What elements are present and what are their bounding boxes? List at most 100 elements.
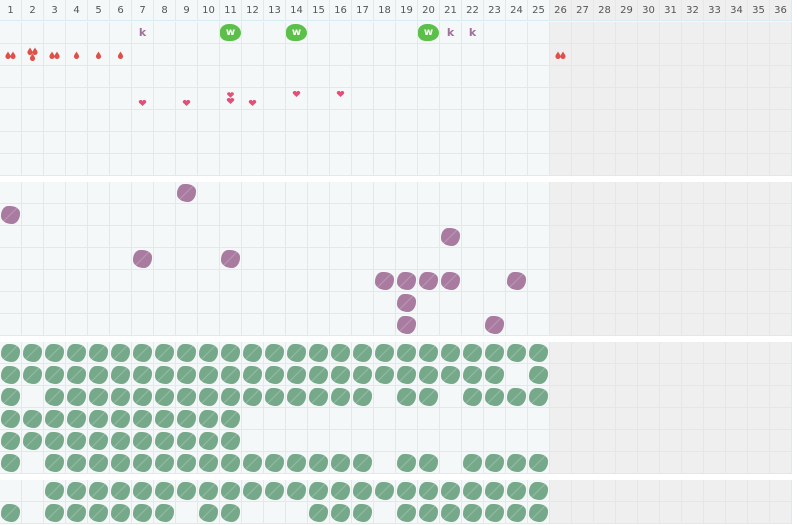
grid-cell[interactable] xyxy=(616,66,638,88)
grid-cell[interactable] xyxy=(132,22,154,44)
grid-item[interactable] xyxy=(66,386,87,407)
column-header-16[interactable]: 16 xyxy=(330,0,352,21)
grid-cell[interactable] xyxy=(572,502,594,524)
grid-cell[interactable] xyxy=(682,430,704,452)
grid-cell[interactable] xyxy=(198,22,220,44)
grid-cell[interactable] xyxy=(22,452,44,474)
grid-cell[interactable] xyxy=(572,226,594,248)
grid-cell[interactable] xyxy=(594,154,616,176)
grid-cell[interactable] xyxy=(396,430,418,452)
grid-cell[interactable] xyxy=(242,132,264,154)
grid-item[interactable] xyxy=(286,88,307,109)
column-header-26[interactable]: 26 xyxy=(550,0,572,21)
grid-item[interactable] xyxy=(110,386,131,407)
grid-item[interactable]: k xyxy=(132,22,153,43)
grid-item[interactable] xyxy=(484,386,505,407)
column-header-9[interactable]: 9 xyxy=(176,0,198,21)
grid-cell[interactable] xyxy=(242,248,264,270)
grid-cell[interactable] xyxy=(682,226,704,248)
grid-item[interactable] xyxy=(0,408,21,429)
grid-cell[interactable] xyxy=(220,66,242,88)
grid-cell[interactable] xyxy=(550,88,572,110)
grid-item[interactable] xyxy=(396,386,417,407)
grid-cell[interactable] xyxy=(550,204,572,226)
grid-cell[interactable] xyxy=(572,204,594,226)
grid-cell[interactable] xyxy=(374,44,396,66)
grid-cell[interactable] xyxy=(660,480,682,502)
grid-cell[interactable] xyxy=(242,88,264,110)
grid-cell[interactable] xyxy=(704,66,726,88)
grid-item[interactable] xyxy=(0,44,21,65)
grid-cell[interactable] xyxy=(638,132,660,154)
grid-cell[interactable] xyxy=(44,204,66,226)
grid-cell[interactable] xyxy=(506,44,528,66)
grid-cell[interactable] xyxy=(176,292,198,314)
grid-cell[interactable] xyxy=(308,314,330,336)
grid-cell[interactable] xyxy=(242,182,264,204)
grid-cell[interactable] xyxy=(770,88,792,110)
grid-item[interactable] xyxy=(440,226,461,247)
grid-item[interactable] xyxy=(550,44,571,65)
grid-item[interactable] xyxy=(330,480,351,501)
grid-cell[interactable] xyxy=(704,292,726,314)
grid-item[interactable] xyxy=(352,502,373,523)
grid-cell[interactable] xyxy=(110,314,132,336)
grid-item[interactable] xyxy=(176,342,197,363)
column-header-7[interactable]: 7 xyxy=(132,0,154,21)
grid-item[interactable] xyxy=(286,386,307,407)
grid-cell[interactable] xyxy=(726,154,748,176)
grid-item[interactable] xyxy=(330,342,351,363)
grid-cell[interactable] xyxy=(704,248,726,270)
grid-cell[interactable] xyxy=(418,292,440,314)
grid-cell[interactable] xyxy=(616,452,638,474)
grid-item[interactable] xyxy=(286,452,307,473)
grid-cell[interactable] xyxy=(308,132,330,154)
grid-cell[interactable] xyxy=(484,44,506,66)
grid-cell[interactable] xyxy=(330,66,352,88)
grid-cell[interactable] xyxy=(528,408,550,430)
grid-item[interactable] xyxy=(66,364,87,385)
grid-item[interactable] xyxy=(0,342,21,363)
grid-cell[interactable] xyxy=(242,66,264,88)
column-header-36[interactable]: 36 xyxy=(770,0,792,21)
grid-cell[interactable] xyxy=(616,430,638,452)
grid-cell[interactable] xyxy=(0,480,22,502)
grid-cell[interactable] xyxy=(528,110,550,132)
grid-cell[interactable] xyxy=(88,182,110,204)
grid-cell[interactable] xyxy=(638,248,660,270)
grid-cell[interactable] xyxy=(660,386,682,408)
grid-item[interactable] xyxy=(484,480,505,501)
grid-cell[interactable] xyxy=(528,88,550,110)
grid-cell[interactable] xyxy=(770,502,792,524)
grid-cell[interactable] xyxy=(506,132,528,154)
grid-cell[interactable] xyxy=(352,154,374,176)
grid-cell[interactable] xyxy=(682,154,704,176)
grid-cell[interactable] xyxy=(176,66,198,88)
grid-cell[interactable] xyxy=(770,204,792,226)
grid-cell[interactable] xyxy=(704,342,726,364)
grid-item[interactable] xyxy=(88,386,109,407)
grid-cell[interactable] xyxy=(682,132,704,154)
grid-cell[interactable] xyxy=(22,248,44,270)
column-header-30[interactable]: 30 xyxy=(638,0,660,21)
grid-cell[interactable] xyxy=(528,154,550,176)
grid-cell[interactable] xyxy=(528,292,550,314)
column-header-22[interactable]: 22 xyxy=(462,0,484,21)
grid-item[interactable] xyxy=(88,430,109,451)
grid-cell[interactable] xyxy=(66,154,88,176)
grid-item[interactable] xyxy=(154,480,175,501)
grid-item[interactable] xyxy=(374,364,395,385)
grid-cell[interactable] xyxy=(770,386,792,408)
grid-cell[interactable] xyxy=(22,66,44,88)
grid-cell[interactable] xyxy=(638,88,660,110)
grid-cell[interactable] xyxy=(286,430,308,452)
grid-item[interactable] xyxy=(66,502,87,523)
grid-cell[interactable] xyxy=(0,132,22,154)
grid-cell[interactable] xyxy=(484,22,506,44)
grid-item[interactable] xyxy=(528,364,549,385)
grid-cell[interactable] xyxy=(440,110,462,132)
grid-item[interactable]: w xyxy=(286,22,307,43)
grid-cell[interactable] xyxy=(638,408,660,430)
grid-item[interactable] xyxy=(286,364,307,385)
grid-cell[interactable] xyxy=(352,110,374,132)
